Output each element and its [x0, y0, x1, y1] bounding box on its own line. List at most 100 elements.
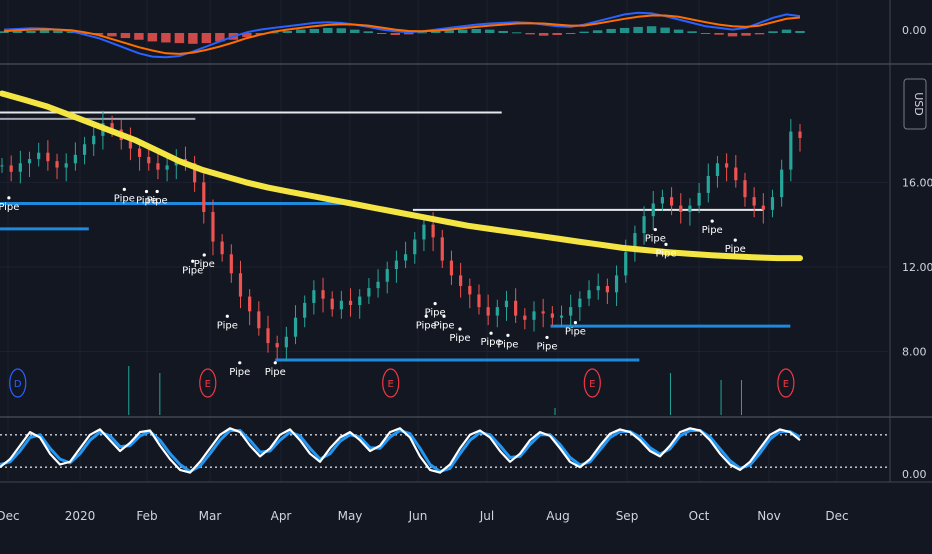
pipe-annotation[interactable]: Pipe	[725, 244, 746, 255]
pipe-annotation[interactable]: Pipe	[565, 327, 586, 338]
pipe-annotation[interactable]: Pipe	[645, 234, 666, 245]
candle-body[interactable]	[156, 163, 160, 170]
pipe-annotation[interactable]: Pipe	[425, 308, 446, 319]
candle-body[interactable]	[284, 336, 288, 348]
candle-body[interactable]	[495, 307, 499, 316]
candle-body[interactable]	[798, 131, 802, 138]
candle-body[interactable]	[605, 285, 609, 293]
candle-body[interactable]	[330, 298, 334, 310]
candle-body[interactable]	[614, 275, 619, 293]
candle-body[interactable]	[321, 290, 325, 299]
candle-body[interactable]	[266, 328, 270, 344]
candle-body[interactable]	[596, 285, 600, 291]
candle-body[interactable]	[257, 311, 261, 329]
candle-body[interactable]	[532, 311, 536, 320]
candle-body[interactable]	[220, 241, 224, 255]
candle-body[interactable]	[403, 254, 408, 261]
pipe-annotation[interactable]: Pipe	[265, 367, 286, 378]
candle-body[interactable]	[780, 169, 784, 198]
candle-body[interactable]	[715, 163, 720, 176]
candle-body[interactable]	[385, 269, 389, 282]
event-marker[interactable]	[9, 368, 27, 398]
pipe-annotation[interactable]: Pipe	[194, 259, 215, 270]
candle-body[interactable]	[147, 156, 151, 164]
pipe-annotation[interactable]: Pipe	[416, 320, 437, 331]
pipe-annotation[interactable]: Pipe	[449, 333, 470, 344]
candle-body[interactable]	[211, 211, 215, 242]
candle-body[interactable]	[468, 285, 472, 295]
stochastic-panel[interactable]	[0, 427, 888, 474]
candle-body[interactable]	[679, 205, 683, 212]
time-axis[interactable]: Dec 2020 Feb Mar Apr May Jun Jul Aug Sep Oct Nov Dec	[0, 509, 849, 523]
macd-panel[interactable]	[0, 11, 805, 59]
candle-body[interactable]	[394, 260, 399, 270]
candle-body[interactable]	[734, 167, 738, 181]
event-marker[interactable]	[382, 368, 400, 398]
candle-body[interactable]	[9, 165, 13, 172]
candle-body[interactable]	[303, 302, 307, 318]
candle-body[interactable]	[18, 163, 22, 172]
candle-body[interactable]	[752, 197, 756, 206]
candle-body[interactable]	[440, 237, 444, 261]
candle-body[interactable]	[651, 203, 655, 217]
candle-body[interactable]	[486, 307, 490, 316]
candle-body[interactable]	[229, 254, 233, 274]
candle-body[interactable]	[110, 123, 114, 130]
candle-body[interactable]	[46, 152, 50, 162]
event-marker[interactable]	[583, 368, 601, 398]
pipe-annotation[interactable]: Pipe	[136, 195, 157, 206]
candle-body[interactable]	[624, 252, 628, 276]
candle-body[interactable]	[202, 182, 206, 212]
candle-body[interactable]	[725, 163, 729, 168]
candle-body[interactable]	[193, 163, 197, 183]
candle-body[interactable]	[37, 152, 41, 160]
candle-body[interactable]	[422, 224, 426, 240]
event-marker[interactable]	[199, 368, 217, 398]
pipe-annotation[interactable]: Pipe	[182, 265, 203, 276]
candle-body[interactable]	[743, 180, 747, 198]
currency-badge[interactable]	[903, 78, 927, 130]
candle-body[interactable]	[376, 281, 380, 289]
pipe-annotation[interactable]: Pipe	[536, 341, 557, 352]
event-marker[interactable]	[777, 368, 795, 398]
candle-body[interactable]	[128, 140, 133, 149]
candle-body[interactable]	[504, 300, 509, 308]
candle-body[interactable]	[55, 161, 59, 168]
candle-body[interactable]	[339, 300, 343, 310]
candle-body[interactable]	[82, 144, 87, 155]
candle-body[interactable]	[449, 260, 454, 276]
candle-body[interactable]	[642, 216, 646, 234]
candle-body[interactable]	[706, 175, 710, 193]
candle-body[interactable]	[541, 311, 545, 314]
candle-body[interactable]	[587, 290, 591, 299]
candle-body[interactable]	[165, 165, 169, 170]
candle-body[interactable]	[238, 273, 243, 297]
candle-body[interactable]	[669, 197, 674, 206]
candle-body[interactable]	[550, 313, 554, 318]
candle-body[interactable]	[770, 197, 775, 210]
candle-body[interactable]	[73, 154, 77, 164]
candle-body[interactable]	[459, 275, 463, 286]
candle-body[interactable]	[688, 205, 692, 212]
candle-body[interactable]	[293, 317, 298, 337]
candle-body[interactable]	[27, 159, 32, 164]
candle-body[interactable]	[348, 300, 353, 306]
pipe-annotation[interactable]: Pipe	[497, 339, 518, 350]
candle-body[interactable]	[137, 148, 142, 157]
candle-body[interactable]	[367, 288, 371, 297]
candle-body[interactable]	[64, 163, 68, 168]
pipe-annotation[interactable]: Pipe	[481, 337, 502, 348]
candle-body[interactable]	[312, 290, 316, 303]
pipe-annotation[interactable]: Pipe	[229, 367, 250, 378]
candle-body[interactable]	[569, 307, 573, 316]
candle-body[interactable]	[275, 343, 279, 348]
pipe-annotation[interactable]: Pipe	[217, 320, 238, 331]
candle-body[interactable]	[697, 192, 701, 206]
candle-body[interactable]	[477, 294, 481, 308]
candle-body[interactable]	[633, 233, 637, 253]
candle-body[interactable]	[523, 315, 527, 320]
moving-average-line[interactable]	[0, 90, 803, 262]
pipe-annotation[interactable]: Pipe	[147, 195, 168, 206]
